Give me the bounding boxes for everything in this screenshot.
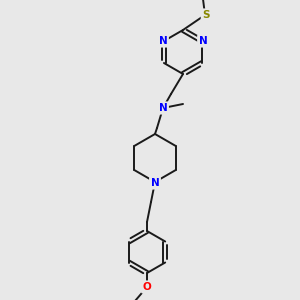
Text: N: N bbox=[159, 103, 167, 113]
Text: N: N bbox=[151, 178, 159, 188]
Text: S: S bbox=[202, 10, 210, 20]
Text: N: N bbox=[159, 36, 167, 46]
Text: O: O bbox=[142, 282, 152, 292]
Text: N: N bbox=[199, 36, 207, 46]
